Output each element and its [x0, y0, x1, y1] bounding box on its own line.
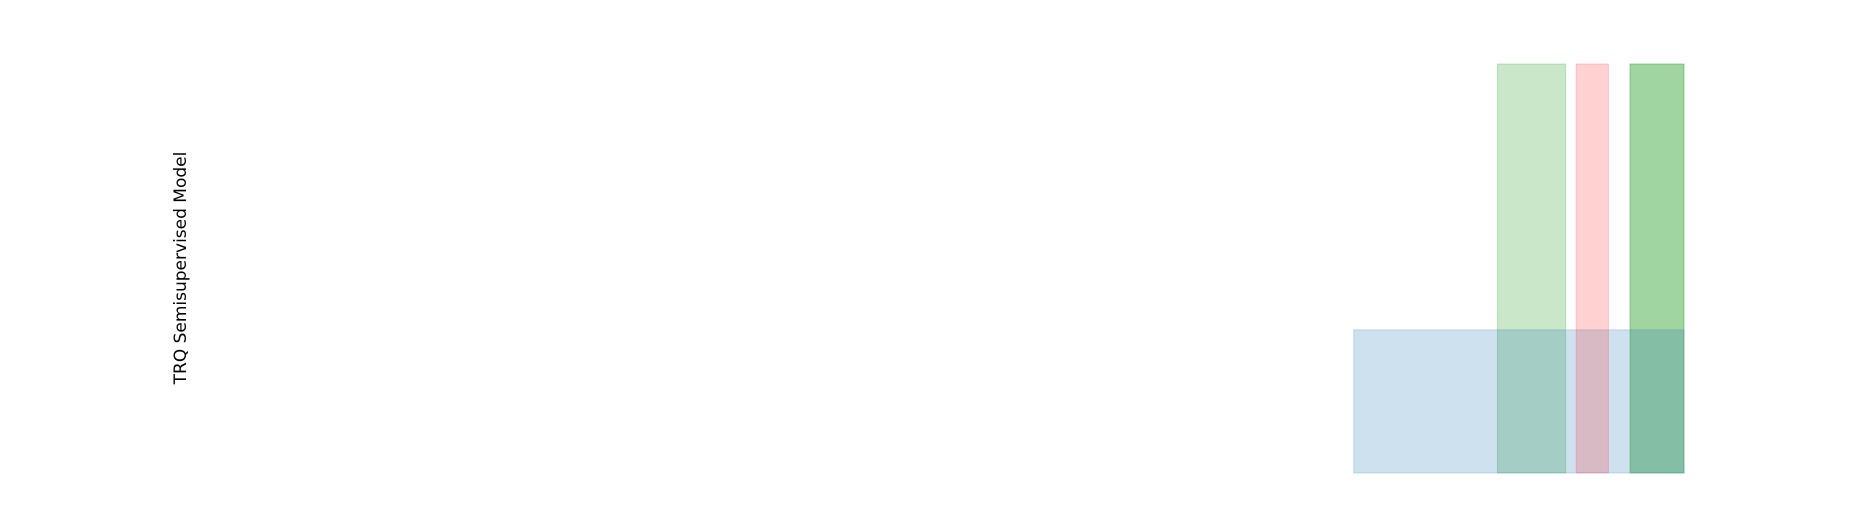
span	[1629, 63, 1685, 474]
span	[1575, 63, 1609, 474]
span	[1353, 329, 1685, 474]
span	[1496, 63, 1567, 474]
y-axis-label: TRQ Semisupervised Model	[171, 152, 191, 386]
